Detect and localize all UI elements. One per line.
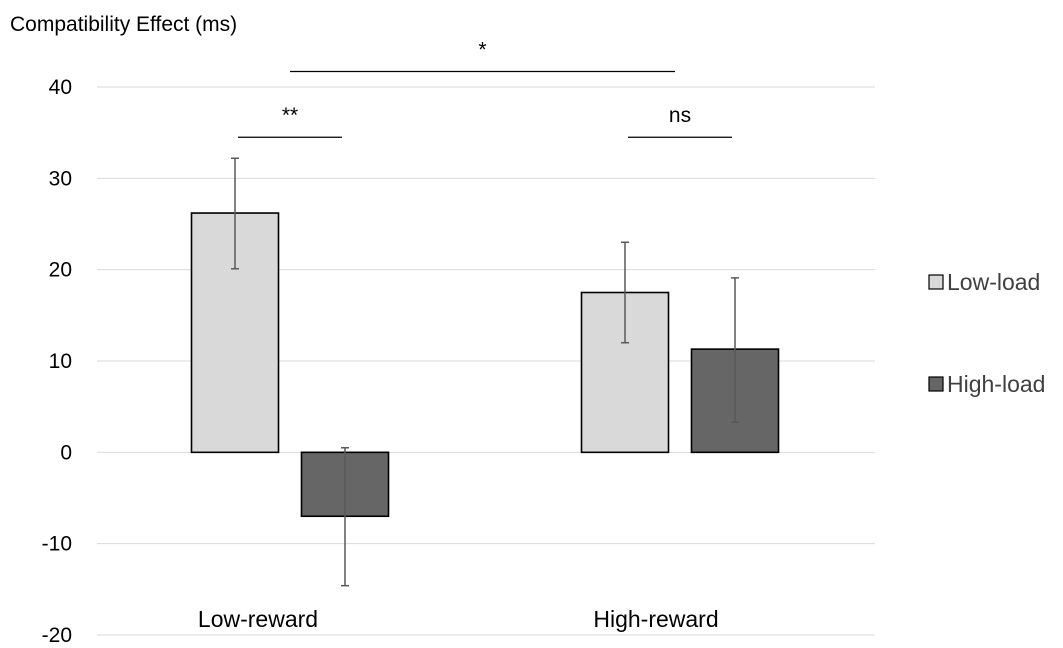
category-labels: Low-reward High-reward (198, 606, 719, 632)
legend-item: Low-load (928, 269, 1040, 295)
significance-marker: * (290, 38, 675, 73)
category-label: Low-reward (198, 606, 318, 632)
legend-label: Low-load (947, 269, 1040, 295)
error-bar (731, 277, 739, 423)
y-tick-label: 30 (49, 167, 72, 190)
bars (190, 212, 780, 518)
significance-annotations: ** ns * (238, 38, 732, 138)
error-bar (231, 157, 239, 270)
y-tick-labels: -20 -10 0 10 20 30 40 (42, 76, 72, 647)
legend-swatch (928, 376, 944, 392)
category-label: High-reward (593, 606, 718, 632)
error-bar (341, 447, 349, 587)
legend-swatch (928, 274, 944, 290)
legend-item: High-load (928, 371, 1045, 397)
y-tick-label: 10 (49, 350, 72, 373)
y-tick-label: 0 (60, 441, 72, 464)
legend: Low-load High-load (928, 269, 1045, 397)
significance-marker: ns (628, 104, 732, 138)
significance-label: ** (282, 104, 298, 127)
error-bars (231, 157, 739, 587)
y-axis-title: Compatibility Effect (ms) (10, 13, 237, 36)
significance-marker: ** (238, 104, 342, 138)
significance-label: * (478, 38, 486, 61)
y-tick-label: -20 (42, 624, 72, 647)
error-bar (621, 241, 629, 344)
significance-label: ns (669, 104, 691, 127)
y-tick-label: -10 (42, 533, 72, 556)
y-tick-label: 40 (49, 76, 72, 99)
y-tick-label: 20 (49, 259, 72, 282)
legend-label: High-load (947, 371, 1045, 397)
